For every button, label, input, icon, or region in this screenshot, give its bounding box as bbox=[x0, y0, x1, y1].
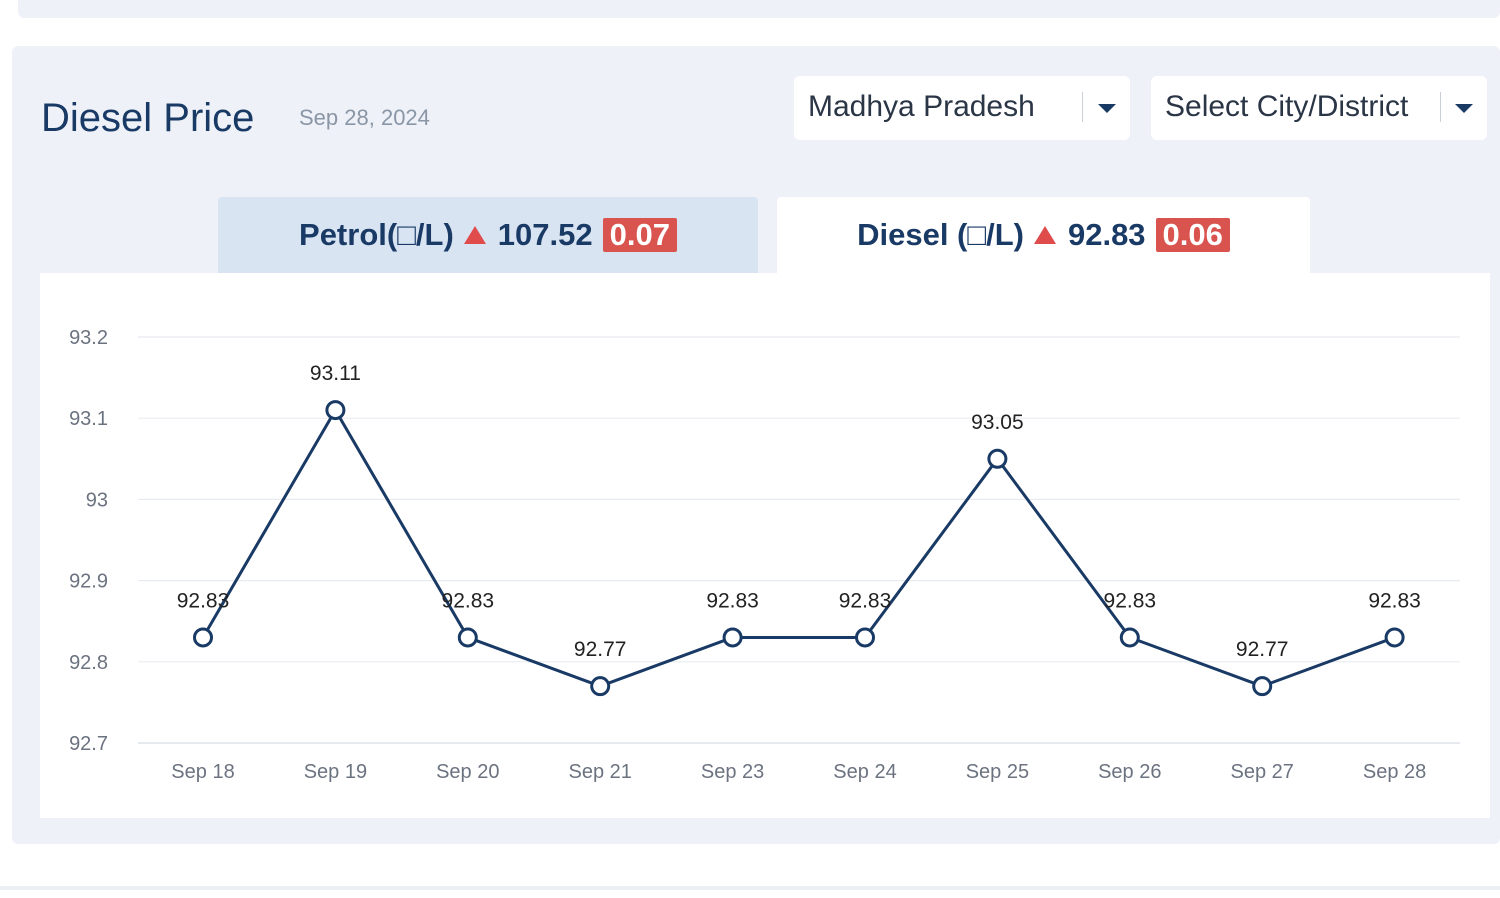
data-label: 92.83 bbox=[442, 589, 495, 612]
select-divider bbox=[1440, 92, 1441, 122]
data-label: 92.83 bbox=[706, 589, 759, 612]
y-tick-label: 93.1 bbox=[69, 408, 108, 430]
x-tick-label: Sep 26 bbox=[1098, 761, 1161, 783]
data-label: 92.77 bbox=[1236, 638, 1289, 661]
data-point bbox=[457, 627, 478, 648]
tab-diesel[interactable]: Diesel (□/L) 92.83 0.06 bbox=[777, 197, 1310, 273]
y-tick-label: 92.7 bbox=[69, 733, 108, 755]
price-line-chart: 93.2 93.1 93 92.9 92.8 92.7 Sep 18 Sep 19 Sep 20… bbox=[69, 327, 1460, 783]
data-point bbox=[855, 627, 875, 648]
up-arrow-icon bbox=[463, 226, 486, 244]
data-point bbox=[1119, 627, 1140, 648]
y-tick-label: 92.8 bbox=[69, 652, 108, 674]
x-tick-label: Sep 19 bbox=[304, 761, 367, 783]
chevron-down-icon[interactable] bbox=[1098, 104, 1116, 113]
x-tick-label: Sep 18 bbox=[171, 761, 234, 783]
series-line bbox=[201, 408, 1396, 688]
x-tick-label: Sep 20 bbox=[436, 761, 499, 783]
data-point bbox=[722, 627, 743, 648]
previous-card-edge bbox=[18, 0, 1500, 18]
data-label: 93.11 bbox=[310, 362, 361, 385]
data-label: 92.83 bbox=[839, 589, 892, 612]
x-tick-label: Sep 25 bbox=[966, 761, 1029, 783]
tab-diesel-change-badge: 0.06 bbox=[1155, 218, 1230, 252]
section-divider bbox=[0, 886, 1500, 890]
data-point bbox=[193, 627, 213, 648]
city-select[interactable]: Select City/District bbox=[1151, 76, 1487, 140]
data-label: 92.83 bbox=[177, 589, 230, 612]
state-select[interactable]: Madhya Pradesh bbox=[794, 76, 1130, 140]
chevron-down-icon[interactable] bbox=[1455, 104, 1473, 113]
tab-petrol-label: Petrol(□/L) bbox=[299, 217, 454, 252]
x-tick-label: Sep 21 bbox=[569, 761, 632, 783]
chart-panel: 93.2 93.1 93 92.9 92.8 92.7 Sep 18 Sep 19 Sep 20… bbox=[40, 273, 1490, 818]
data-label: 92.77 bbox=[574, 638, 627, 661]
y-tick-label: 92.9 bbox=[69, 571, 108, 593]
page-title: Diesel Price bbox=[41, 96, 255, 140]
up-arrow-icon bbox=[1033, 226, 1056, 244]
select-divider bbox=[1082, 92, 1083, 122]
price-date: Sep 28, 2024 bbox=[299, 105, 430, 130]
tab-diesel-price: 92.83 bbox=[1067, 217, 1146, 252]
y-tick-label: 93.2 bbox=[69, 327, 108, 349]
data-point bbox=[1252, 676, 1273, 697]
tab-petrol-change-badge: 0.07 bbox=[602, 218, 677, 252]
data-label: 93.05 bbox=[971, 411, 1024, 434]
tab-petrol-price: 107.52 bbox=[497, 217, 593, 252]
y-tick-label: 93 bbox=[86, 489, 108, 511]
x-tick-label: Sep 24 bbox=[833, 761, 896, 783]
data-point bbox=[325, 400, 346, 421]
city-select-value: Select City/District bbox=[1165, 90, 1409, 123]
x-tick-label: Sep 27 bbox=[1231, 761, 1294, 783]
state-select-value: Madhya Pradesh bbox=[808, 90, 1035, 123]
x-tick-label: Sep 28 bbox=[1363, 761, 1426, 783]
data-point bbox=[987, 448, 1008, 469]
x-tick-label: Sep 23 bbox=[701, 761, 764, 783]
data-label: 92.83 bbox=[1368, 589, 1421, 612]
data-point bbox=[590, 676, 611, 697]
data-point bbox=[1384, 627, 1405, 648]
tab-petrol[interactable]: Petrol(□/L) 107.52 0.07 bbox=[218, 197, 758, 273]
tab-diesel-label: Diesel (□/L) bbox=[857, 217, 1024, 252]
data-label: 92.83 bbox=[1104, 589, 1157, 612]
